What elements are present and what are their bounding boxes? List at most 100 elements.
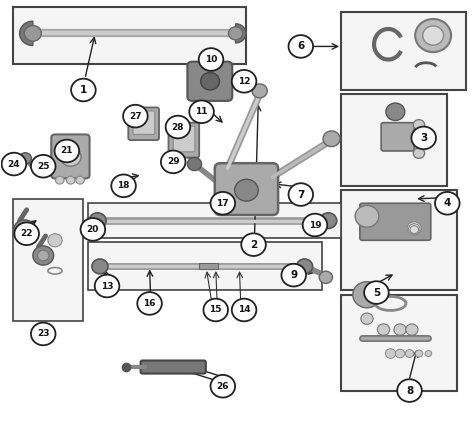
Circle shape — [1, 153, 26, 175]
Bar — [12, 7, 246, 64]
Circle shape — [407, 222, 421, 235]
Circle shape — [303, 214, 327, 236]
FancyBboxPatch shape — [215, 163, 278, 215]
Text: 13: 13 — [101, 281, 113, 291]
Circle shape — [81, 218, 105, 241]
Circle shape — [289, 35, 313, 58]
Circle shape — [89, 213, 106, 229]
FancyBboxPatch shape — [141, 361, 206, 374]
FancyBboxPatch shape — [133, 111, 155, 135]
Circle shape — [95, 275, 119, 297]
Circle shape — [111, 174, 136, 197]
Circle shape — [282, 264, 306, 287]
Text: 25: 25 — [37, 162, 49, 171]
Text: 8: 8 — [406, 385, 413, 395]
Circle shape — [189, 101, 214, 123]
Circle shape — [423, 26, 444, 45]
Circle shape — [76, 176, 84, 184]
Circle shape — [364, 281, 389, 304]
Circle shape — [165, 116, 190, 139]
Text: 26: 26 — [217, 382, 229, 391]
Text: 7: 7 — [297, 190, 304, 200]
Bar — [199, 264, 218, 270]
Wedge shape — [236, 24, 246, 43]
Text: 4: 4 — [444, 198, 451, 208]
Circle shape — [361, 313, 373, 324]
Circle shape — [24, 25, 41, 41]
FancyBboxPatch shape — [168, 123, 199, 157]
Circle shape — [60, 147, 81, 166]
Circle shape — [409, 224, 420, 234]
Circle shape — [377, 324, 390, 335]
Circle shape — [37, 250, 49, 261]
FancyBboxPatch shape — [51, 135, 90, 178]
Circle shape — [415, 350, 423, 357]
Text: 11: 11 — [195, 107, 208, 116]
Bar — [341, 295, 457, 391]
Circle shape — [137, 292, 162, 315]
Circle shape — [411, 127, 436, 149]
Circle shape — [18, 224, 30, 235]
Text: 21: 21 — [61, 146, 73, 156]
Circle shape — [210, 192, 235, 215]
FancyBboxPatch shape — [173, 126, 195, 152]
Circle shape — [161, 150, 185, 173]
Text: 17: 17 — [217, 199, 229, 208]
Circle shape — [203, 298, 228, 321]
Circle shape — [413, 148, 425, 158]
Circle shape — [228, 27, 243, 40]
Text: 22: 22 — [20, 229, 33, 238]
Text: 18: 18 — [118, 181, 130, 191]
Circle shape — [66, 176, 75, 184]
Text: 5: 5 — [373, 288, 380, 298]
Circle shape — [31, 323, 55, 345]
Bar — [341, 190, 457, 290]
Circle shape — [385, 349, 396, 358]
Bar — [12, 199, 83, 321]
Circle shape — [241, 233, 266, 256]
FancyBboxPatch shape — [381, 123, 414, 151]
Circle shape — [353, 282, 381, 308]
Text: 9: 9 — [290, 270, 297, 280]
Circle shape — [31, 155, 55, 177]
Circle shape — [395, 349, 405, 358]
Wedge shape — [19, 21, 33, 45]
Circle shape — [319, 271, 332, 284]
Circle shape — [425, 350, 432, 357]
FancyBboxPatch shape — [128, 108, 159, 140]
Circle shape — [199, 48, 223, 71]
Circle shape — [14, 220, 35, 239]
Circle shape — [405, 350, 414, 357]
Text: 3: 3 — [420, 133, 427, 143]
FancyBboxPatch shape — [187, 62, 232, 101]
Circle shape — [386, 103, 405, 121]
Circle shape — [210, 375, 235, 398]
Text: 12: 12 — [238, 77, 250, 86]
Circle shape — [232, 70, 256, 93]
Circle shape — [420, 135, 432, 146]
Circle shape — [323, 131, 340, 147]
Circle shape — [71, 79, 96, 101]
Bar — [341, 12, 466, 90]
Circle shape — [397, 379, 422, 402]
Circle shape — [55, 176, 64, 184]
Text: 19: 19 — [309, 221, 321, 229]
Bar — [88, 203, 341, 238]
Text: 10: 10 — [205, 55, 217, 64]
Bar — [88, 243, 322, 290]
Circle shape — [187, 157, 201, 170]
Circle shape — [92, 259, 108, 274]
Text: 15: 15 — [210, 305, 222, 315]
Circle shape — [355, 205, 379, 227]
Circle shape — [413, 120, 425, 130]
Circle shape — [252, 84, 267, 98]
Circle shape — [406, 324, 418, 335]
Circle shape — [289, 183, 313, 206]
Text: 23: 23 — [37, 329, 49, 338]
Text: 28: 28 — [172, 122, 184, 132]
Circle shape — [410, 225, 419, 233]
Circle shape — [297, 259, 313, 274]
Text: 16: 16 — [143, 299, 156, 308]
Circle shape — [394, 324, 406, 335]
Circle shape — [415, 19, 451, 52]
